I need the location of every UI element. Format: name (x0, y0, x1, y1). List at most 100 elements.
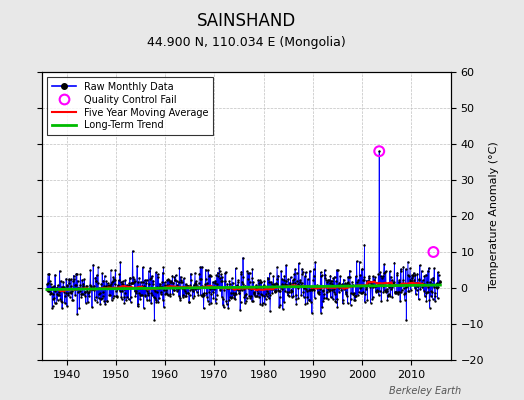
Point (113, 294, 121, 300)
Point (318, 272, 326, 278)
Point (384, 293, 392, 300)
Point (226, 290, 235, 296)
Point (330, 274, 339, 280)
Point (99, 293, 107, 299)
Point (305, 287, 314, 294)
Point (192, 288, 201, 295)
Point (327, 278, 335, 284)
Point (435, 278, 444, 285)
Point (355, 282, 363, 289)
Point (149, 278, 157, 284)
Point (398, 280, 407, 287)
Point (400, 285, 408, 291)
Point (256, 300, 265, 307)
Point (111, 277, 119, 284)
Point (100, 297, 108, 304)
Point (395, 277, 403, 284)
Point (235, 290, 243, 296)
Point (408, 272, 416, 279)
Point (406, 265, 414, 272)
Point (168, 272, 177, 279)
Point (67, 276, 75, 282)
Point (146, 276, 154, 282)
Point (181, 288, 189, 294)
Point (122, 284, 130, 290)
Point (332, 296, 341, 302)
Point (138, 285, 146, 291)
Point (94, 280, 102, 286)
Point (201, 281, 210, 288)
Point (45, 288, 53, 294)
Point (97, 294, 106, 301)
Point (174, 279, 183, 286)
Point (287, 289, 295, 295)
Point (193, 282, 201, 289)
Point (90, 286, 99, 292)
Point (311, 259, 320, 265)
Point (76, 282, 84, 288)
Point (260, 278, 268, 284)
Point (397, 289, 406, 296)
Point (319, 298, 328, 304)
Point (342, 291, 350, 298)
Point (430, 284, 438, 290)
Point (181, 281, 190, 287)
Point (386, 268, 394, 274)
Point (210, 283, 219, 290)
Point (89, 262, 97, 268)
Point (174, 284, 182, 290)
Point (424, 265, 433, 271)
Point (378, 282, 387, 289)
Point (121, 277, 129, 283)
Point (194, 292, 202, 298)
Point (434, 269, 442, 275)
Point (348, 278, 356, 285)
Point (187, 270, 195, 277)
Point (334, 282, 342, 288)
Point (322, 289, 331, 295)
Point (211, 280, 219, 286)
Point (198, 283, 206, 289)
Point (104, 282, 112, 289)
Point (328, 280, 336, 287)
Point (401, 284, 410, 290)
Point (91, 274, 100, 281)
Point (231, 290, 239, 296)
Point (363, 296, 372, 303)
Point (146, 264, 155, 271)
Point (135, 290, 143, 296)
Point (401, 290, 409, 297)
Point (118, 280, 126, 287)
Point (228, 294, 236, 300)
Point (75, 288, 84, 294)
Point (279, 282, 287, 288)
Point (383, 286, 391, 292)
Point (77, 271, 85, 278)
Point (114, 277, 123, 284)
Point (142, 280, 150, 286)
Point (360, 274, 368, 280)
Point (101, 301, 110, 307)
Point (224, 285, 233, 292)
Point (61, 290, 70, 296)
Text: 44.900 N, 110.034 E (Mongolia): 44.900 N, 110.034 E (Mongolia) (147, 36, 346, 49)
Point (390, 289, 399, 296)
Point (170, 274, 179, 280)
Point (322, 277, 330, 283)
Point (309, 277, 318, 284)
Point (60, 288, 69, 295)
Point (188, 285, 196, 291)
Point (143, 297, 151, 303)
Point (423, 268, 432, 274)
Point (179, 284, 187, 290)
Point (234, 278, 242, 285)
Point (77, 290, 85, 297)
Text: SAINSHAND: SAINSHAND (196, 12, 296, 30)
Point (376, 269, 384, 276)
Point (162, 287, 170, 293)
Point (108, 279, 116, 285)
Point (356, 284, 364, 291)
Point (176, 294, 184, 301)
Point (71, 292, 79, 298)
Point (144, 290, 152, 296)
